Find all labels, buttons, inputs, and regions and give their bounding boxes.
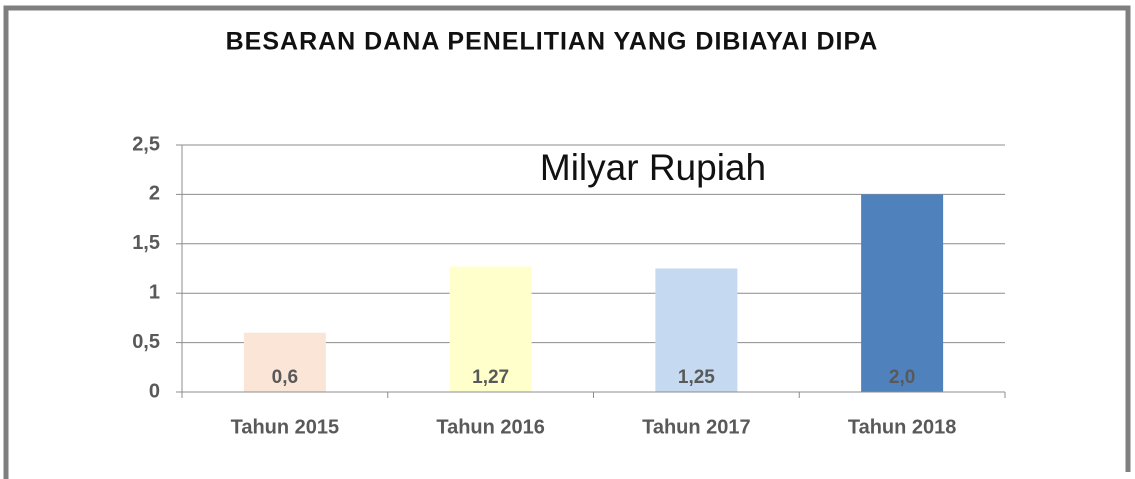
x-tick-label: Tahun 2017 bbox=[642, 416, 751, 438]
x-tick-label: Tahun 2016 bbox=[436, 416, 545, 438]
y-tick-label: 1,5 bbox=[132, 232, 160, 254]
y-tick-label: 0 bbox=[149, 380, 160, 402]
y-tick-label: 2 bbox=[149, 183, 160, 205]
y-tick-label: 0,5 bbox=[132, 331, 160, 353]
bar bbox=[861, 194, 944, 392]
y-tick-label: 2,5 bbox=[132, 133, 160, 155]
value-label: 1,27 bbox=[472, 367, 509, 388]
y-tick-label: 1 bbox=[149, 281, 160, 303]
value-label: 2,0 bbox=[889, 367, 915, 388]
frame bbox=[3, 5, 1131, 479]
x-tick-label: Tahun 2015 bbox=[231, 416, 340, 438]
x-tick-label: Tahun 2018 bbox=[848, 416, 957, 438]
value-label: 0,6 bbox=[272, 367, 298, 388]
bar bbox=[449, 266, 532, 392]
bar bbox=[243, 332, 326, 392]
annotation: Milyar Rupiah bbox=[540, 147, 766, 188]
value-label: 1,25 bbox=[678, 367, 715, 388]
bar bbox=[655, 268, 738, 392]
chart-title: BESARAN DANA PENELITIAN YANG DIBIAYAI DI… bbox=[226, 28, 879, 56]
